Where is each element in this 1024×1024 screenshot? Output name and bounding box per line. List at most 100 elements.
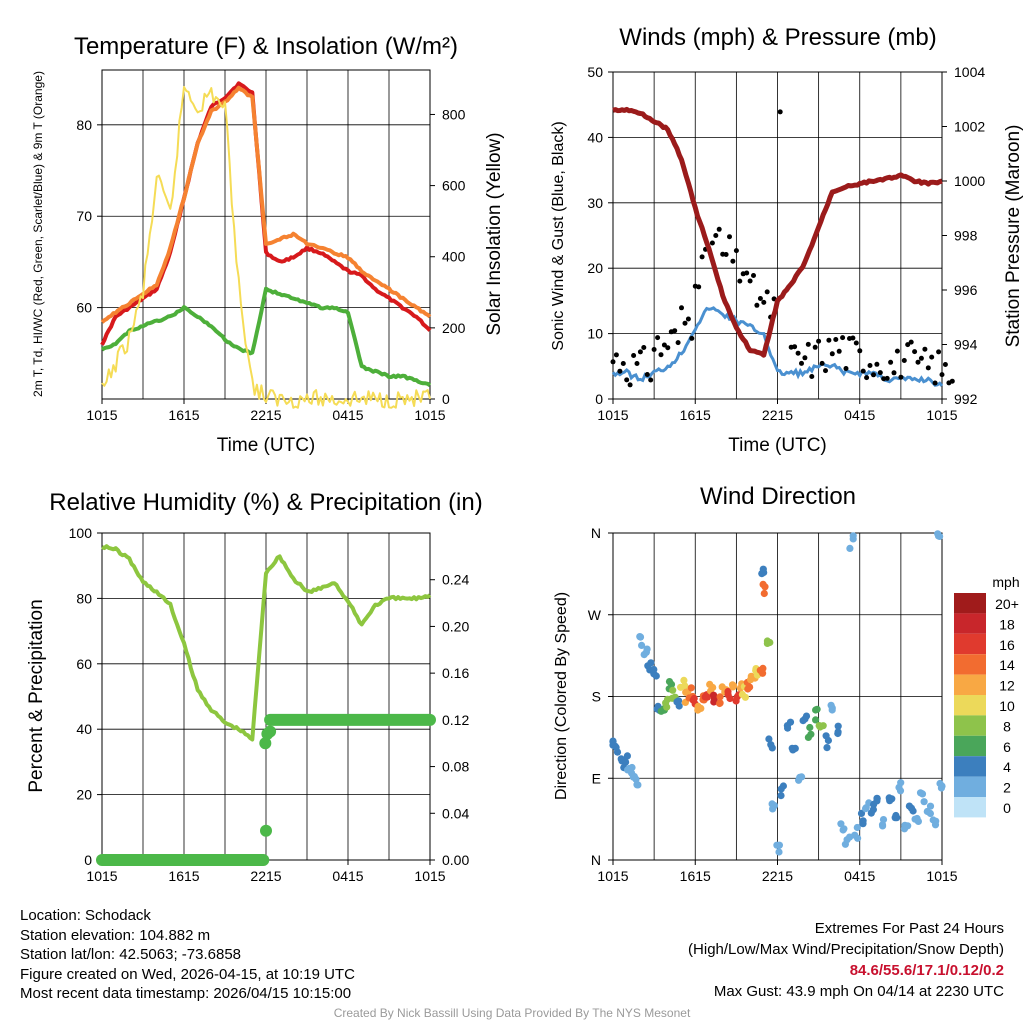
x-tick-label: 1015 [597,407,628,423]
direction-point [741,693,750,701]
gust-point [942,362,948,367]
direction-point [779,782,788,790]
direction-point [815,722,823,730]
gust-point [812,344,818,350]
direction-point [804,733,813,742]
gust-point [874,361,880,367]
location-text: Location: Schodack [20,907,151,924]
direction-point [849,535,857,543]
direction-point [759,664,767,673]
gust-point [922,346,928,352]
legend-label: 2 [1003,780,1011,796]
series-line-solar-insolation [101,86,431,409]
direction-point [892,811,900,820]
direction-point [905,802,914,810]
series-line-relative-humidity [101,544,432,742]
gust-point [685,316,691,322]
gust-point [777,109,783,115]
direction-point [853,823,861,832]
direction-point [710,691,718,699]
direction-point [673,698,681,706]
x-tick-label: 1015 [86,407,117,423]
gust-point [761,299,767,305]
gust-point [617,368,623,374]
gust-point [682,320,688,326]
y-tick-label: 0 [84,852,92,868]
x-axis-label: Time (UTC) [217,435,316,456]
gust-point [651,347,657,352]
direction-point [716,693,724,701]
direction-point [900,825,909,833]
direction-point [923,807,931,816]
direction-point [768,800,776,808]
gust-point [867,363,873,368]
y-tick-label: 60 [76,656,92,672]
gust-point [829,351,835,357]
y-tick-label: 70 [76,208,92,224]
direction-point [640,651,648,659]
legend-swatch [954,776,986,797]
chart-title: Winds (mph) & Pressure (mb) [619,24,936,51]
gust-point [757,296,763,301]
direction-point [827,701,835,709]
direction-point [706,680,714,689]
direction-point [806,723,814,732]
direction-point [879,816,888,824]
gust-point [754,302,760,308]
y-tick-label: 100 [69,525,93,541]
direction-point [612,743,620,752]
y2-axis-label: Station Pressure (Maroon) [1003,125,1024,348]
gust-point [672,328,678,334]
gust-point [819,360,825,366]
gust-point [637,349,643,355]
series-line-station-pressure [612,106,943,358]
x-tick-label: 1615 [680,868,711,884]
x-tick-label: 0415 [844,407,875,423]
y-tick-label: S [592,689,601,705]
y-axis-label: 2m T, Td, HI/WC (Red, Green, Scarlet/Blu… [31,71,45,397]
direction-point [636,633,645,641]
y-tick-label: 80 [76,590,92,606]
gust-point [634,361,640,366]
direction-point [929,816,937,824]
y-tick-label: 60 [76,300,92,316]
gust-point [905,342,911,348]
credit-text: Created By Nick Bassill Using Data Provi… [333,1006,691,1020]
direction-point [788,744,796,752]
direction-point [812,706,820,714]
gust-point [888,359,894,365]
direction-point [680,676,688,685]
legend-swatch [954,654,986,675]
gust-point [898,374,904,380]
legend-label: 18 [999,616,1015,632]
x-tick-label: 1015 [414,868,445,884]
gust-point [908,339,914,345]
gust-point [795,350,801,356]
legend-label: 8 [1003,718,1011,734]
x-tick-label: 1015 [926,407,957,423]
gust-point [884,375,890,381]
gust-point [799,360,804,366]
direction-point [759,565,767,573]
direction-point [823,744,831,752]
gust-point [679,305,684,311]
x-tick-label: 0415 [844,868,875,884]
gust-point [730,258,736,264]
gust-point [655,335,661,341]
legend-label: 20+ [995,596,1019,612]
direction-point [694,706,702,714]
gust-point [792,344,798,350]
direction-point [632,775,640,783]
x-tick-label: 1015 [926,868,957,884]
chart-title: Wind Direction [700,483,856,510]
legend-label: 16 [999,637,1015,653]
y2-tick-label: 0 [442,391,450,407]
gust-point [723,252,729,257]
direction-point [665,678,674,686]
y2-tick-label: 0.08 [442,759,469,775]
legend-swatch [954,674,986,695]
direction-point [896,787,905,795]
y-axis-label: Sonic Wind & Gust (Blue, Black) [550,121,567,350]
direction-point [846,544,854,553]
y-tick-label: E [592,770,601,786]
